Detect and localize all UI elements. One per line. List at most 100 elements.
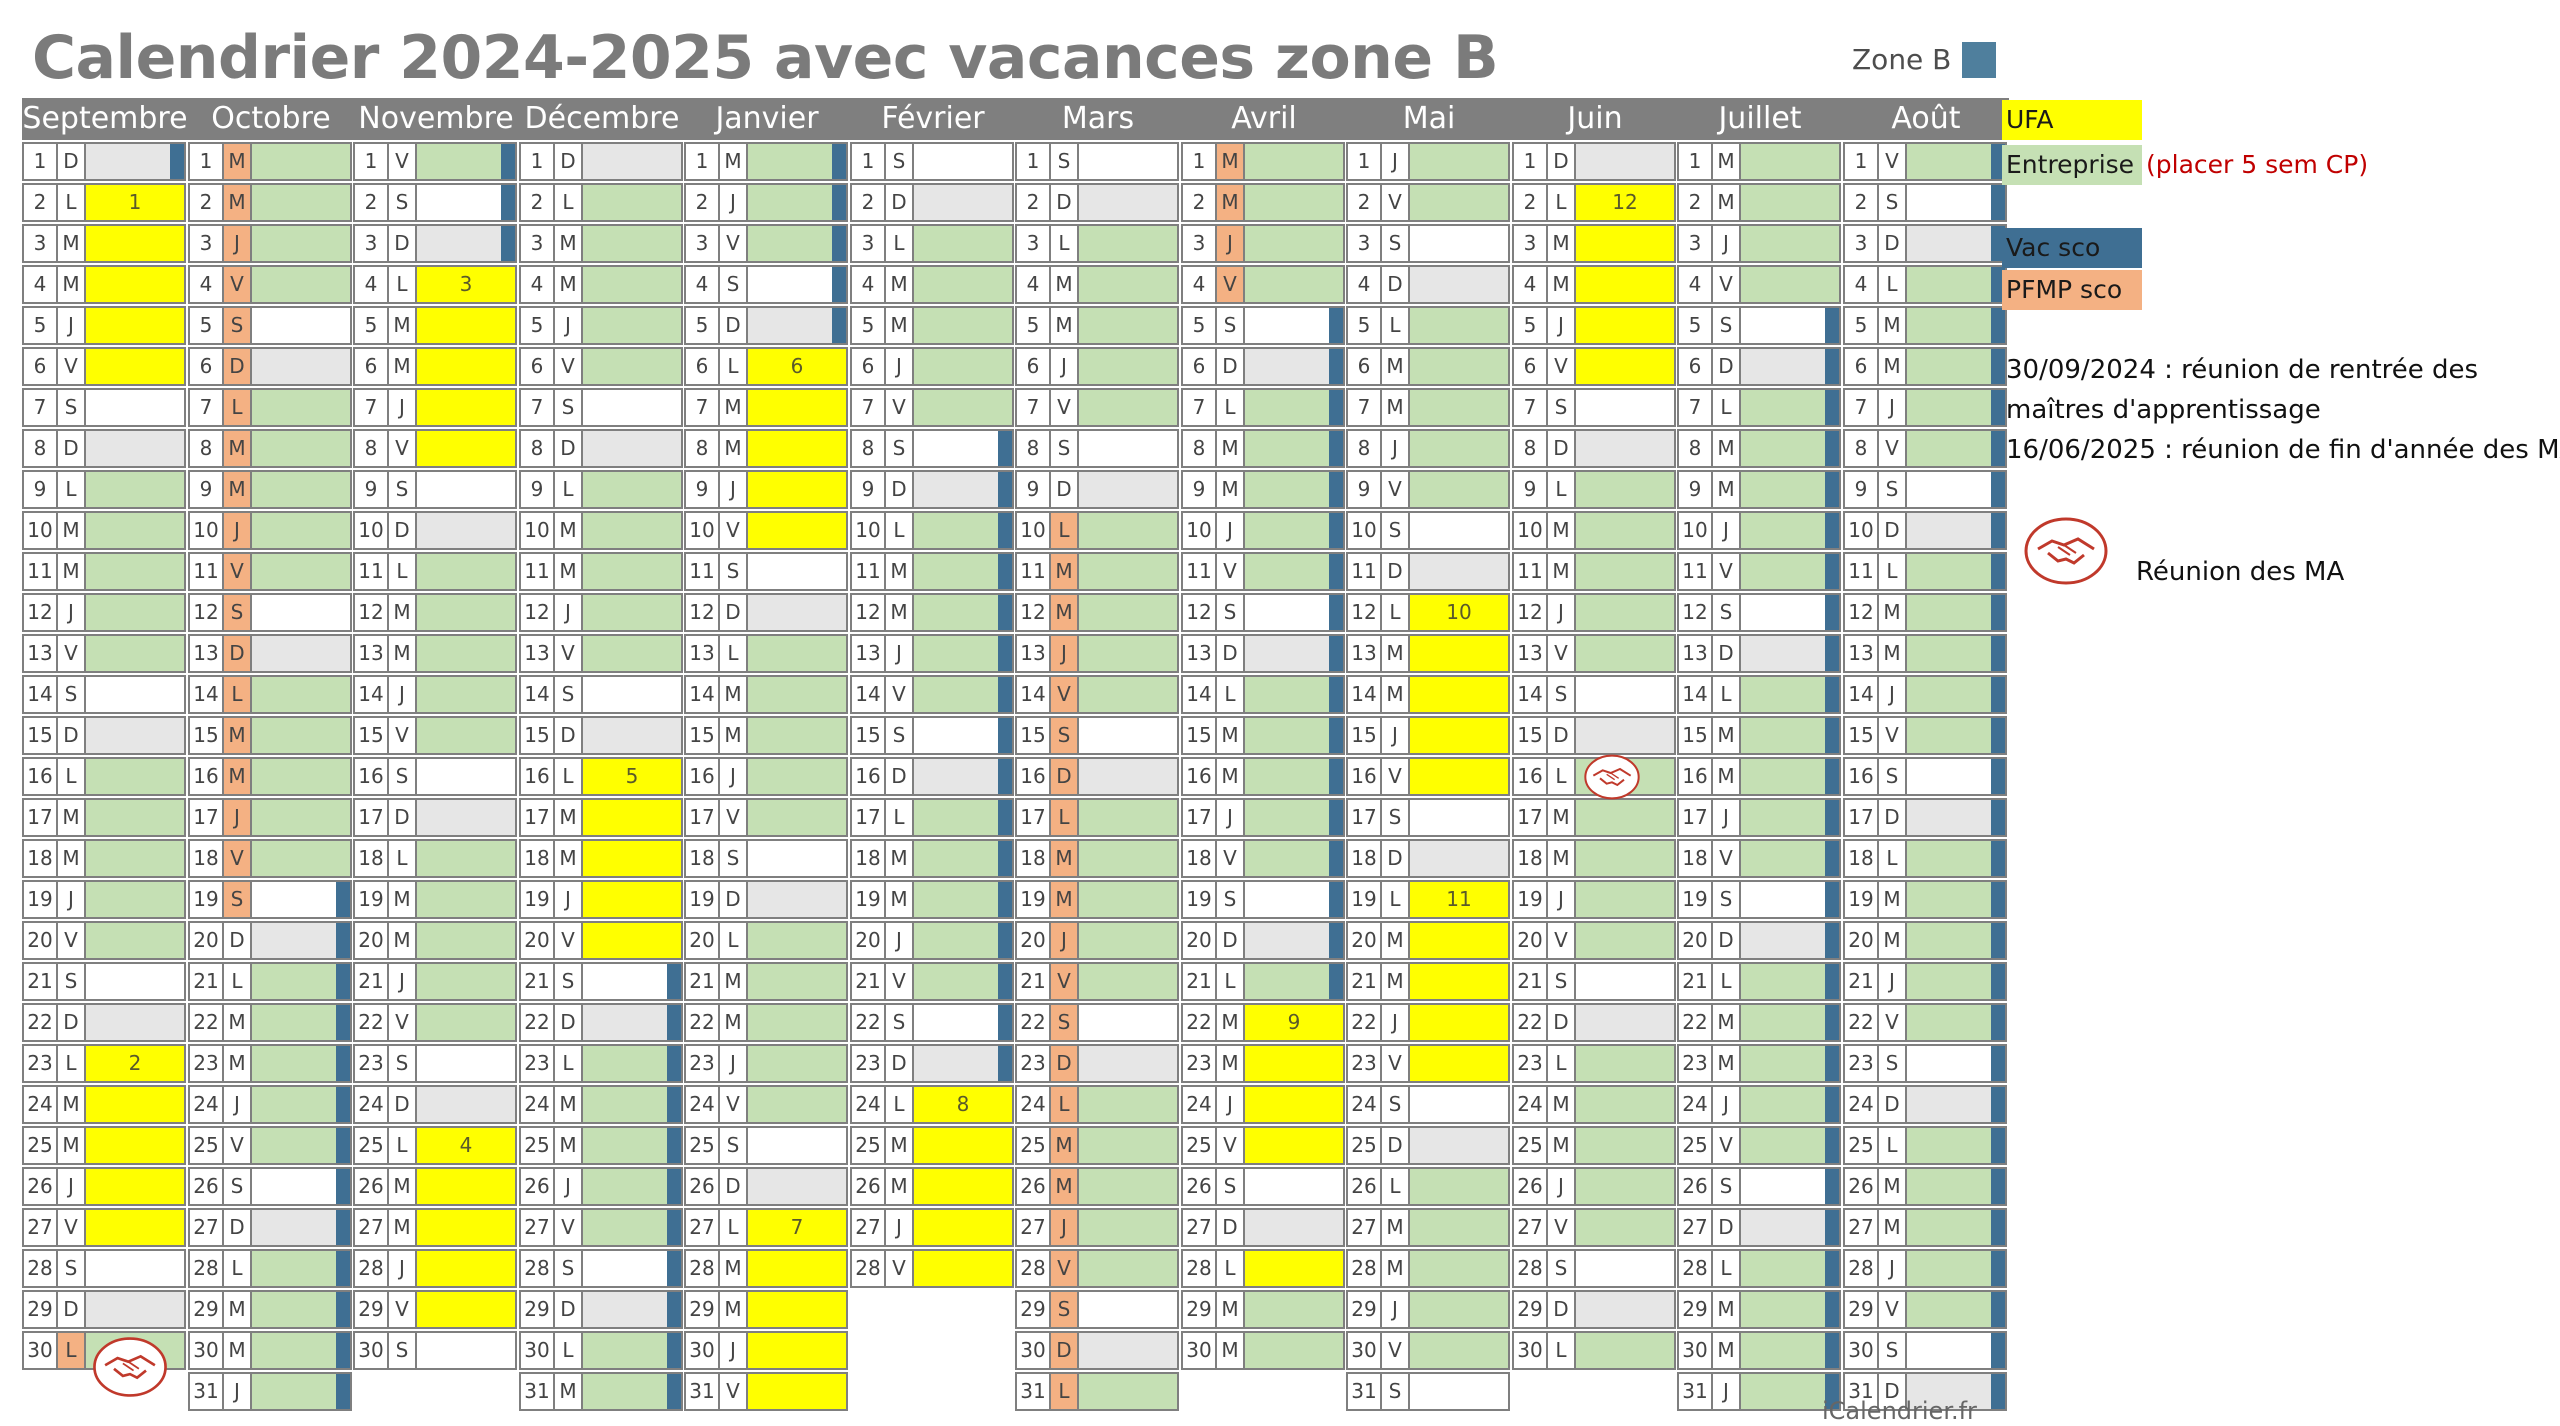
day-number: 22 bbox=[521, 1005, 555, 1040]
day-row: 22 M bbox=[188, 1003, 352, 1042]
day-status-cell: 7 bbox=[748, 1210, 846, 1245]
day-row: 19 M bbox=[1015, 880, 1179, 919]
day-row: 17 L bbox=[1015, 798, 1179, 837]
day-row: 10 J bbox=[1181, 511, 1345, 550]
vacation-marker bbox=[1825, 718, 1839, 753]
day-number: 6 bbox=[1348, 349, 1382, 384]
vacation-marker bbox=[336, 1333, 350, 1368]
day-number: 2 bbox=[686, 185, 720, 220]
day-letter: D bbox=[1713, 636, 1741, 671]
day-letter: D bbox=[1051, 1046, 1079, 1081]
day-number: 6 bbox=[686, 349, 720, 384]
day-letter: V bbox=[1382, 1046, 1410, 1081]
day-letter: J bbox=[720, 759, 748, 794]
day-status-cell bbox=[914, 759, 1012, 794]
day-letter: V bbox=[720, 1087, 748, 1122]
day-letter: J bbox=[1548, 1169, 1576, 1204]
day-status-cell bbox=[1079, 554, 1177, 589]
day-number: 20 bbox=[1514, 923, 1548, 958]
day-status-cell bbox=[1410, 759, 1508, 794]
day-row: 24 L 8 bbox=[850, 1085, 1014, 1124]
day-status-cell bbox=[583, 554, 681, 589]
day-letter: S bbox=[1382, 1087, 1410, 1122]
vacation-marker bbox=[1329, 431, 1343, 466]
day-letter: D bbox=[1382, 267, 1410, 302]
day-letter: S bbox=[1217, 595, 1245, 630]
vacation-marker bbox=[1329, 800, 1343, 835]
day-status-cell bbox=[1576, 800, 1674, 835]
legend-entreprise-label: Entreprise bbox=[2006, 150, 2135, 179]
day-row: 13 D bbox=[1181, 634, 1345, 673]
day-number: 17 bbox=[852, 800, 886, 835]
day-letter: J bbox=[1382, 431, 1410, 466]
day-letter: S bbox=[1217, 882, 1245, 917]
day-status-cell bbox=[1245, 1251, 1343, 1286]
day-number: 3 bbox=[1845, 226, 1879, 261]
day-row: 10 L bbox=[1015, 511, 1179, 550]
day-status-cell bbox=[1741, 144, 1839, 179]
day-number: 8 bbox=[1679, 431, 1713, 466]
day-number: 8 bbox=[1183, 431, 1217, 466]
day-letter: M bbox=[389, 1169, 417, 1204]
day-status-cell bbox=[1907, 1210, 2005, 1245]
day-letter: V bbox=[1217, 841, 1245, 876]
day-letter: S bbox=[1051, 1005, 1079, 1040]
day-letter: M bbox=[58, 226, 86, 261]
day-letter: L bbox=[58, 759, 86, 794]
day-row: 25 V bbox=[1677, 1126, 1841, 1165]
day-number: 16 bbox=[355, 759, 389, 794]
day-number: 14 bbox=[1348, 677, 1382, 712]
day-letter: M bbox=[1879, 308, 1907, 343]
handshake-icon bbox=[2024, 517, 2108, 585]
day-row: 29 M bbox=[684, 1290, 848, 1329]
day-number: 21 bbox=[355, 964, 389, 999]
legend-ufa-label: UFA bbox=[2006, 105, 2054, 134]
day-number: 20 bbox=[686, 923, 720, 958]
day-number: 12 bbox=[1017, 595, 1051, 630]
day-letter: D bbox=[224, 349, 252, 384]
day-letter: M bbox=[555, 513, 583, 548]
day-number: 9 bbox=[686, 472, 720, 507]
day-row: 31 J bbox=[1677, 1372, 1841, 1411]
day-letter: J bbox=[389, 390, 417, 425]
day-status-cell bbox=[252, 472, 350, 507]
day-status-cell bbox=[1907, 185, 2005, 220]
day-status-cell bbox=[748, 308, 846, 343]
day-row: 30 V bbox=[1346, 1331, 1510, 1370]
day-number: 20 bbox=[521, 923, 555, 958]
day-row: 28 J bbox=[1843, 1249, 2007, 1288]
day-number: 9 bbox=[1017, 472, 1051, 507]
day-letter: D bbox=[1548, 1292, 1576, 1327]
day-letter: M bbox=[389, 636, 417, 671]
day-letter: J bbox=[886, 923, 914, 958]
day-letter: D bbox=[1051, 759, 1079, 794]
day-number: 13 bbox=[1348, 636, 1382, 671]
day-number: 31 bbox=[1679, 1374, 1713, 1409]
day-number: 9 bbox=[852, 472, 886, 507]
day-letter: V bbox=[1548, 1210, 1576, 1245]
day-status-cell bbox=[1079, 841, 1177, 876]
day-letter: L bbox=[1217, 677, 1245, 712]
day-number: 4 bbox=[1183, 267, 1217, 302]
day-number: 12 bbox=[1514, 595, 1548, 630]
day-row: 27 J bbox=[850, 1208, 1014, 1247]
day-letter: M bbox=[224, 759, 252, 794]
day-status-cell bbox=[1576, 1087, 1674, 1122]
day-number: 27 bbox=[852, 1210, 886, 1245]
day-letter: M bbox=[224, 472, 252, 507]
day-number: 14 bbox=[355, 677, 389, 712]
day-letter: D bbox=[1382, 1128, 1410, 1163]
day-row: 22 S bbox=[850, 1003, 1014, 1042]
day-row: 14 M bbox=[684, 675, 848, 714]
day-letter: V bbox=[720, 1374, 748, 1409]
